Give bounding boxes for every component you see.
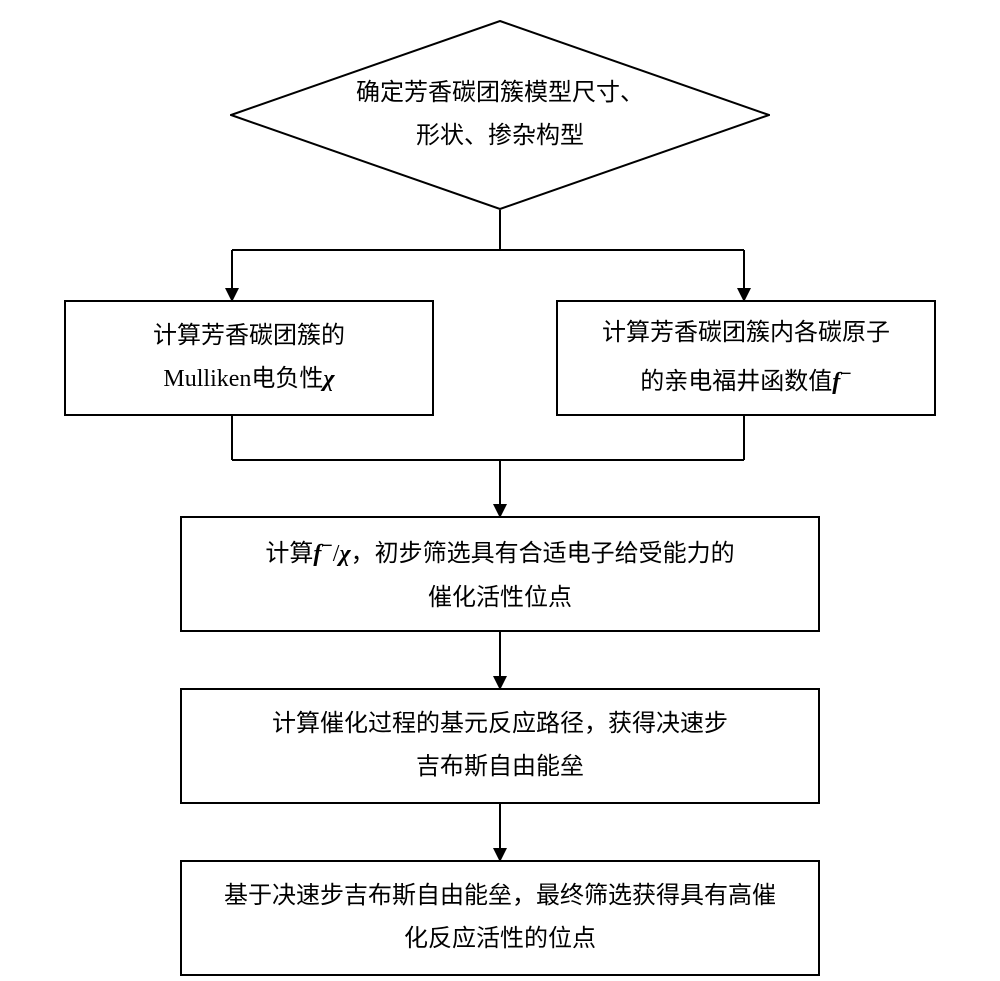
s4-line2: 吉布斯自由能垒 bbox=[416, 754, 584, 780]
s3-pre: 计算 bbox=[265, 541, 313, 567]
flowchart-canvas: 确定芳香碳团簇模型尺寸、 形状、掺杂构型 计算芳香碳团簇的 Mulliken电负… bbox=[0, 0, 1000, 981]
s3-f-sup: − bbox=[321, 535, 332, 557]
right-line1: 计算芳香碳团簇内各碳原子 bbox=[602, 320, 890, 346]
left-line2-post: 电负性 bbox=[251, 366, 323, 392]
left-chi: χ bbox=[323, 366, 334, 392]
left-line1: 计算芳香碳团簇的 bbox=[153, 323, 345, 349]
right-f-sup: − bbox=[840, 363, 851, 385]
decision-define-model: 确定芳香碳团簇模型尺寸、 形状、掺杂构型 bbox=[230, 20, 770, 210]
diamond-line2: 形状、掺杂构型 bbox=[416, 123, 584, 149]
step-fukui: 计算芳香碳团簇内各碳原子 的亲电福井函数值f− bbox=[556, 300, 936, 416]
diamond-line1: 确定芳香碳团簇模型尺寸、 bbox=[356, 80, 644, 106]
s4-line1: 计算催化过程的基元反应路径，获得决速步 bbox=[272, 711, 728, 737]
left-mulliken: Mulliken bbox=[163, 366, 251, 392]
s3-line2: 催化活性位点 bbox=[428, 585, 572, 611]
step-mulliken: 计算芳香碳团簇的 Mulliken电负性χ bbox=[64, 300, 434, 416]
s3-post: ，初步筛选具有合适电子给受能力的 bbox=[351, 541, 735, 567]
step-gibbs: 计算催化过程的基元反应路径，获得决速步 吉布斯自由能垒 bbox=[180, 688, 820, 804]
right-line2-pre: 的亲电福井函数值 bbox=[640, 369, 832, 395]
s5-line2: 化反应活性的位点 bbox=[404, 926, 596, 952]
step-screen-sites: 计算f−/χ，初步筛选具有合适电子给受能力的 催化活性位点 bbox=[180, 516, 820, 632]
step-final-screen: 基于决速步吉布斯自由能垒，最终筛选获得具有高催 化反应活性的位点 bbox=[180, 860, 820, 976]
s3-chi: χ bbox=[339, 541, 350, 567]
s5-line1: 基于决速步吉布斯自由能垒，最终筛选获得具有高催 bbox=[224, 883, 776, 909]
